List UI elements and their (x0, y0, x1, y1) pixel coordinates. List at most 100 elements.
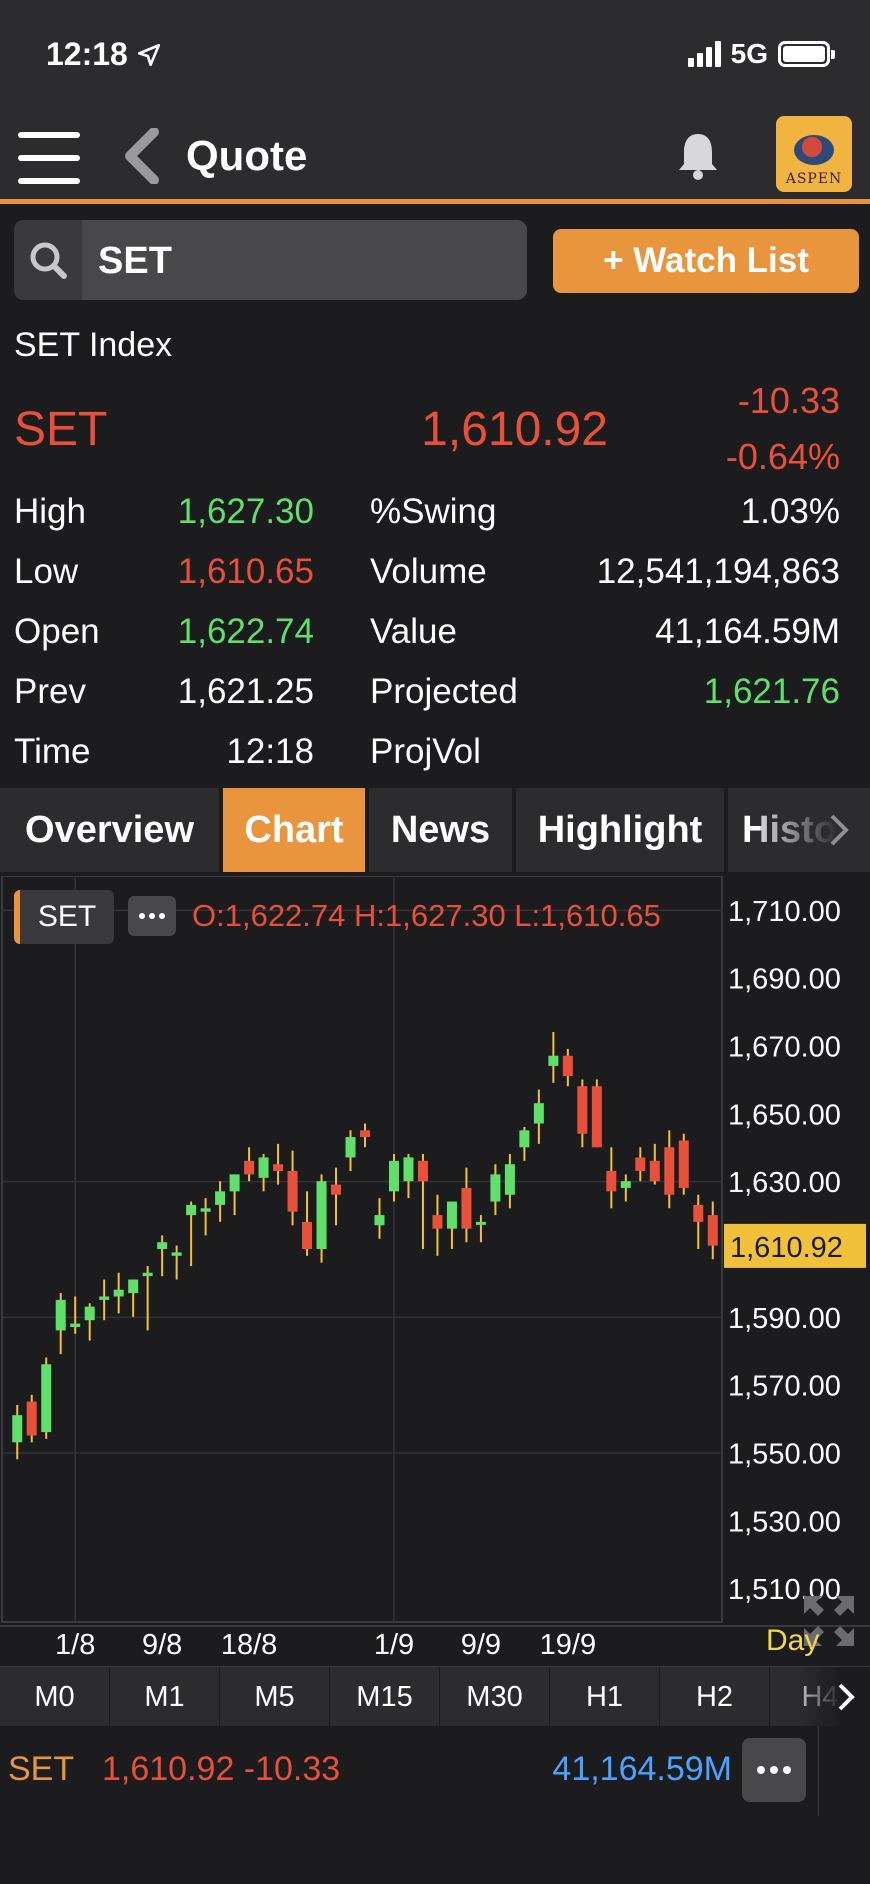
clock-text: 12:18 (46, 36, 128, 72)
timeframe-m1[interactable]: M1 (110, 1667, 220, 1727)
tab-highlight[interactable]: Highlight (516, 788, 724, 872)
aspen-logo[interactable]: ASPEN (776, 116, 852, 192)
candle-body (316, 1181, 327, 1249)
ticker-value: 41,164.59M (552, 1750, 732, 1788)
candle-body (70, 1323, 81, 1327)
stat-label: Projected (370, 672, 518, 711)
y-axis-label: 1,570.00 (728, 1371, 841, 1403)
stat-value: 41,164.59M (655, 612, 840, 651)
stat-value: 12,541,194,863 (596, 552, 840, 591)
timeframe-m5[interactable]: M5 (220, 1667, 330, 1727)
bell-icon[interactable] (676, 130, 720, 180)
stat-label: Volume (370, 552, 487, 591)
timeframe-scroll-right[interactable] (800, 1667, 870, 1727)
chart-symbol-chip[interactable]: SET (14, 890, 114, 944)
timeframe-m15[interactable]: M15 (330, 1667, 440, 1727)
candle-body (157, 1242, 168, 1249)
signal-icon (687, 41, 721, 67)
last-price-marker (724, 1223, 866, 1268)
timeframe-m30[interactable]: M30 (440, 1667, 550, 1727)
x-axis-label: 9/9 (461, 1629, 501, 1661)
status-time: 12:18 (46, 36, 162, 73)
last-price-label: 1,610.92 (730, 1232, 843, 1264)
timeframe-h1[interactable]: H1 (550, 1667, 660, 1727)
network-label: 5G (730, 38, 768, 69)
stat-value: 1,610.65 (177, 552, 314, 591)
tab-news[interactable]: News (369, 788, 512, 872)
y-axis-label: 1,690.00 (728, 964, 841, 996)
chart-more-icon[interactable] (128, 896, 176, 936)
timeframe-h2[interactable]: H2 (660, 1667, 770, 1727)
menu-icon[interactable] (18, 132, 80, 184)
candle-body (388, 1160, 399, 1192)
candle-body (577, 1086, 588, 1134)
stat-value: 1,622.74 (177, 612, 314, 651)
candle-body (287, 1171, 298, 1212)
candle-body (606, 1171, 617, 1192)
stat-value: 12:18 (226, 732, 314, 771)
chevron-right-icon (830, 814, 849, 846)
battery-icon (778, 41, 835, 67)
ticker-bar: SET 1,610.92 -10.33 41,164.59M (0, 1726, 870, 1884)
quote-symbol: SET (14, 403, 108, 456)
candle-body (475, 1221, 486, 1225)
candle-body (403, 1157, 414, 1182)
tab-scroll-right[interactable] (760, 788, 870, 872)
stat-label: Low (14, 552, 79, 591)
timeframe-bar: M0 M1 M5 M15 M30 H1 H2 H4 (0, 1666, 870, 1727)
candle-body (360, 1130, 370, 1138)
stat-value: 1,621.76 (703, 672, 840, 711)
candle-body (99, 1296, 110, 1300)
candle-body (490, 1174, 501, 1202)
location-arrow-icon (137, 43, 160, 66)
ticker-price-change: 1,610.92 -10.33 (102, 1750, 341, 1788)
candle-body (591, 1086, 602, 1148)
x-axis-label: 9/8 (142, 1629, 182, 1661)
candle-body (41, 1364, 52, 1433)
tab-bar: Overview Chart News Highlight Histor (0, 788, 870, 872)
candle-body (186, 1204, 197, 1216)
candle-body (84, 1306, 95, 1321)
divider (818, 1726, 819, 1816)
candle-body (635, 1157, 646, 1172)
candle-body (446, 1201, 457, 1229)
candle-body (215, 1191, 226, 1205)
y-axis-label: 1,590.00 (728, 1303, 841, 1335)
candle-body (548, 1055, 559, 1066)
stat-value: 1,621.25 (177, 672, 314, 711)
back-chevron-icon[interactable] (122, 128, 162, 184)
add-watchlist-button[interactable]: + Watch List (553, 229, 859, 293)
y-axis-label: 1,510.00 (728, 1574, 841, 1606)
candle-body (417, 1160, 428, 1182)
tab-chart[interactable]: Chart (223, 788, 365, 872)
page-title: Quote (186, 132, 308, 179)
x-axis-label: 1/9 (374, 1629, 414, 1661)
y-axis-label: 1,530.00 (728, 1506, 841, 1538)
expand-icon[interactable] (802, 1594, 856, 1648)
tab-overview[interactable]: Overview (0, 788, 219, 872)
candle-body (562, 1055, 573, 1077)
candle-body (244, 1160, 255, 1175)
nav-bar: Quote ASPEN (0, 108, 870, 204)
stat-value: 1,627.30 (177, 492, 314, 531)
search-value: SET (98, 240, 172, 282)
timeframe-m0[interactable]: M0 (0, 1667, 110, 1727)
candle-body (302, 1221, 313, 1249)
candle-body (258, 1157, 269, 1178)
x-axis-label: 1/8 (55, 1629, 95, 1661)
candlestick-chart[interactable]: 1,710.00 1,690.00 1,670.00 1,650.00 1,630.00… (0, 876, 870, 1666)
candle-body (55, 1299, 66, 1331)
plot-frame (1, 876, 723, 1623)
candle-body (229, 1174, 240, 1192)
price-change: -10.33 (737, 380, 840, 421)
y-axis-label: 1,670.00 (728, 1032, 841, 1064)
chart-panel[interactable]: 1,710.00 1,690.00 1,670.00 1,650.00 1,630.00… (0, 876, 870, 1666)
ticker-symbol[interactable]: SET (8, 1750, 75, 1788)
ticker-more-icon[interactable] (742, 1738, 806, 1802)
candle-body (707, 1215, 718, 1246)
symbol-search-input[interactable]: SET (14, 220, 527, 300)
candle-body (331, 1184, 342, 1195)
candle-body (142, 1272, 153, 1277)
candle-body (649, 1160, 660, 1182)
candle-body (664, 1147, 675, 1195)
